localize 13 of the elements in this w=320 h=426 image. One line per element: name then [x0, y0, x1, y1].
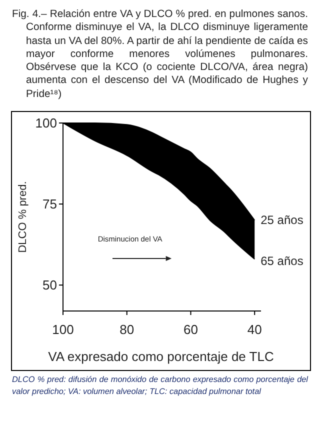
x-axis-title: VA expresado como porcentaje de TLC	[48, 349, 274, 364]
series-label: 65 años	[260, 254, 304, 268]
chart-title: Fig. 4.– Relación entre VA y DLCO % pred. en pulmones sanos. Conforme disminuye el VA, la DLCO disminuye ligeramente hasta un VA del 80%. A partir de ahí la pendiente de caída es mayor conforme menores volúmenes pulmonares. Obsérvese que la KCO (o cociente DLCO/VA, área negra) aumenta con el descenso del VA (Modificado de Hughes y Pride¹⁸)	[12, 8, 308, 102]
text: DLCO % pred: difusión de monóxido de carbono expresado como porcentaje del valor predicho; VA: volumen alveolar; TLC: capacidad pulmonar total	[12, 374, 308, 397]
series-label: 25 años	[260, 213, 304, 228]
x-tick-label: 100	[52, 322, 74, 337]
y-tick-label: 50	[42, 278, 57, 293]
x-tick-label: 80	[120, 322, 134, 337]
x-tick-label: 40	[247, 322, 262, 337]
y-tick-label: 75	[42, 196, 57, 212]
y-axis-title: DLCO % pred.	[17, 181, 29, 253]
y-tick-label: 100	[35, 116, 57, 131]
x-tick-label: 60	[184, 322, 198, 337]
